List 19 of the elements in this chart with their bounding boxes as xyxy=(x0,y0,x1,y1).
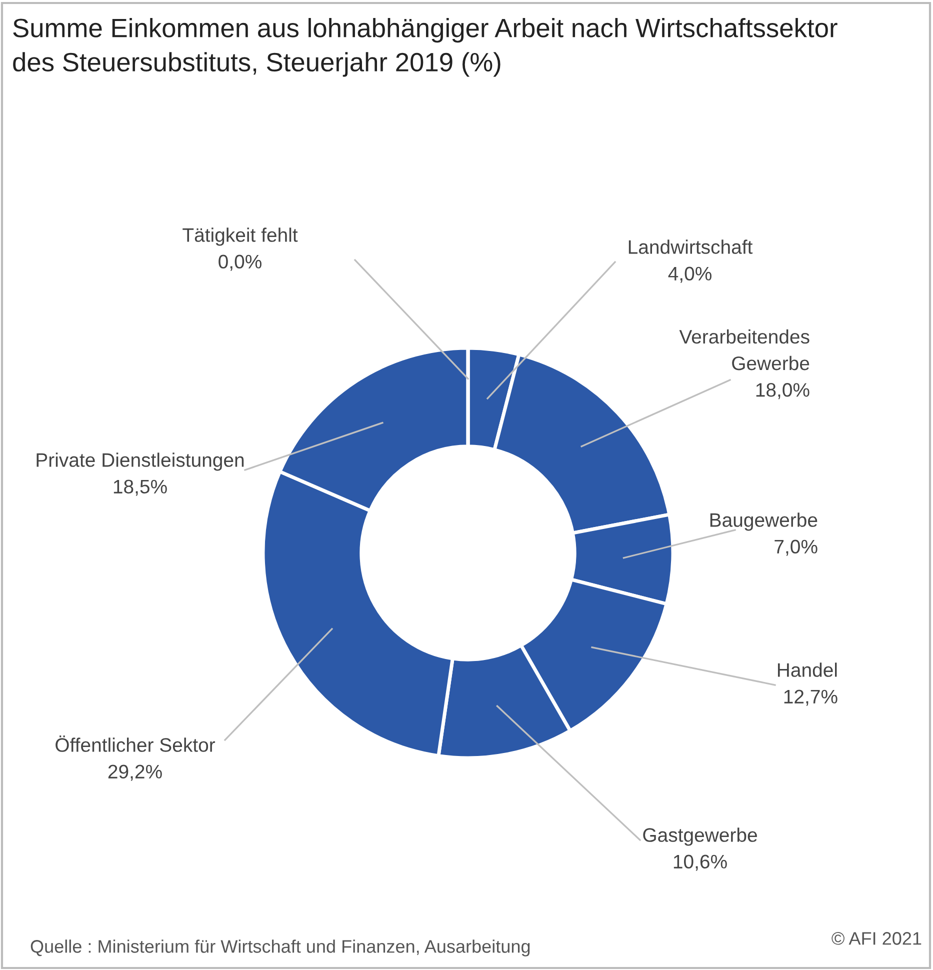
data-label: 29,2% xyxy=(108,764,162,781)
data-label: 18,5% xyxy=(114,480,167,496)
text: © AFI 2021 xyxy=(832,932,922,945)
slice-label: Verarbeitendes Gewerbe xyxy=(679,329,810,370)
slice-label: Öffentlicher Sektor xyxy=(56,735,216,752)
slice-label: Landwirtschaft xyxy=(628,240,753,254)
data-label: 4,0% xyxy=(668,266,712,283)
source-note: Quelle : Ministerium für Wirtschaft und Finanzen, Ausarbeitung xyxy=(30,940,530,956)
data-label: 10,6% xyxy=(674,854,727,871)
category-label: Tätigkeit fehlt xyxy=(182,228,298,246)
slice-label: Handel xyxy=(778,662,837,677)
slice-label: Baugewerbe xyxy=(710,512,818,531)
slice-label: Private Dienstleistungen xyxy=(36,452,244,471)
data-label: 12,7% xyxy=(784,690,838,706)
data-label: 18,0% xyxy=(756,383,810,400)
slice-label: Gastgewerbe xyxy=(643,828,757,846)
chart-title: Summe Einkommen aus lohnabhängiger Arbeit nach Wirtschaftssektor des Steuersubstituts, Steuerjahr 2019 (%) xyxy=(13,18,838,77)
text: 0,0% xyxy=(218,254,262,271)
data-label: 7,0% xyxy=(774,540,818,556)
